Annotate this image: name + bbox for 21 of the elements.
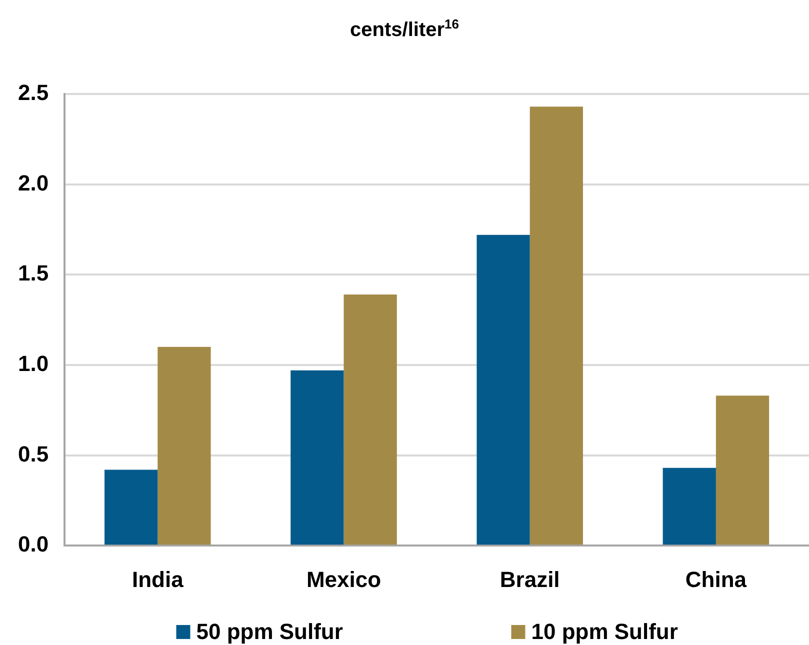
legend-label: 50 ppm Sulfur <box>196 619 344 644</box>
y-tick-label: 1.5 <box>18 260 49 286</box>
bar <box>662 468 716 545</box>
x-tick-label: Mexico <box>306 566 382 592</box>
y-tick-label: 0.5 <box>18 441 49 466</box>
bar <box>716 396 770 545</box>
bar <box>158 346 211 545</box>
x-tick-label: India <box>132 566 184 592</box>
x-tick-label: China <box>685 566 748 592</box>
legend-label: 10 ppm Sulfur <box>531 619 678 644</box>
x-tick-label: Brazil <box>500 566 560 592</box>
bar <box>104 470 158 545</box>
y-tick-label: 2.5 <box>18 80 49 106</box>
bar <box>530 106 583 545</box>
y-tick-label: 1.0 <box>18 351 49 376</box>
bar <box>344 294 397 545</box>
chart-title: cents/liter$^{16}$ <box>349 15 460 43</box>
bar <box>476 234 530 545</box>
y-tick-label: 2.0 <box>18 170 49 196</box>
y-tick-label: 0.0 <box>18 532 49 557</box>
bar <box>290 370 344 545</box>
